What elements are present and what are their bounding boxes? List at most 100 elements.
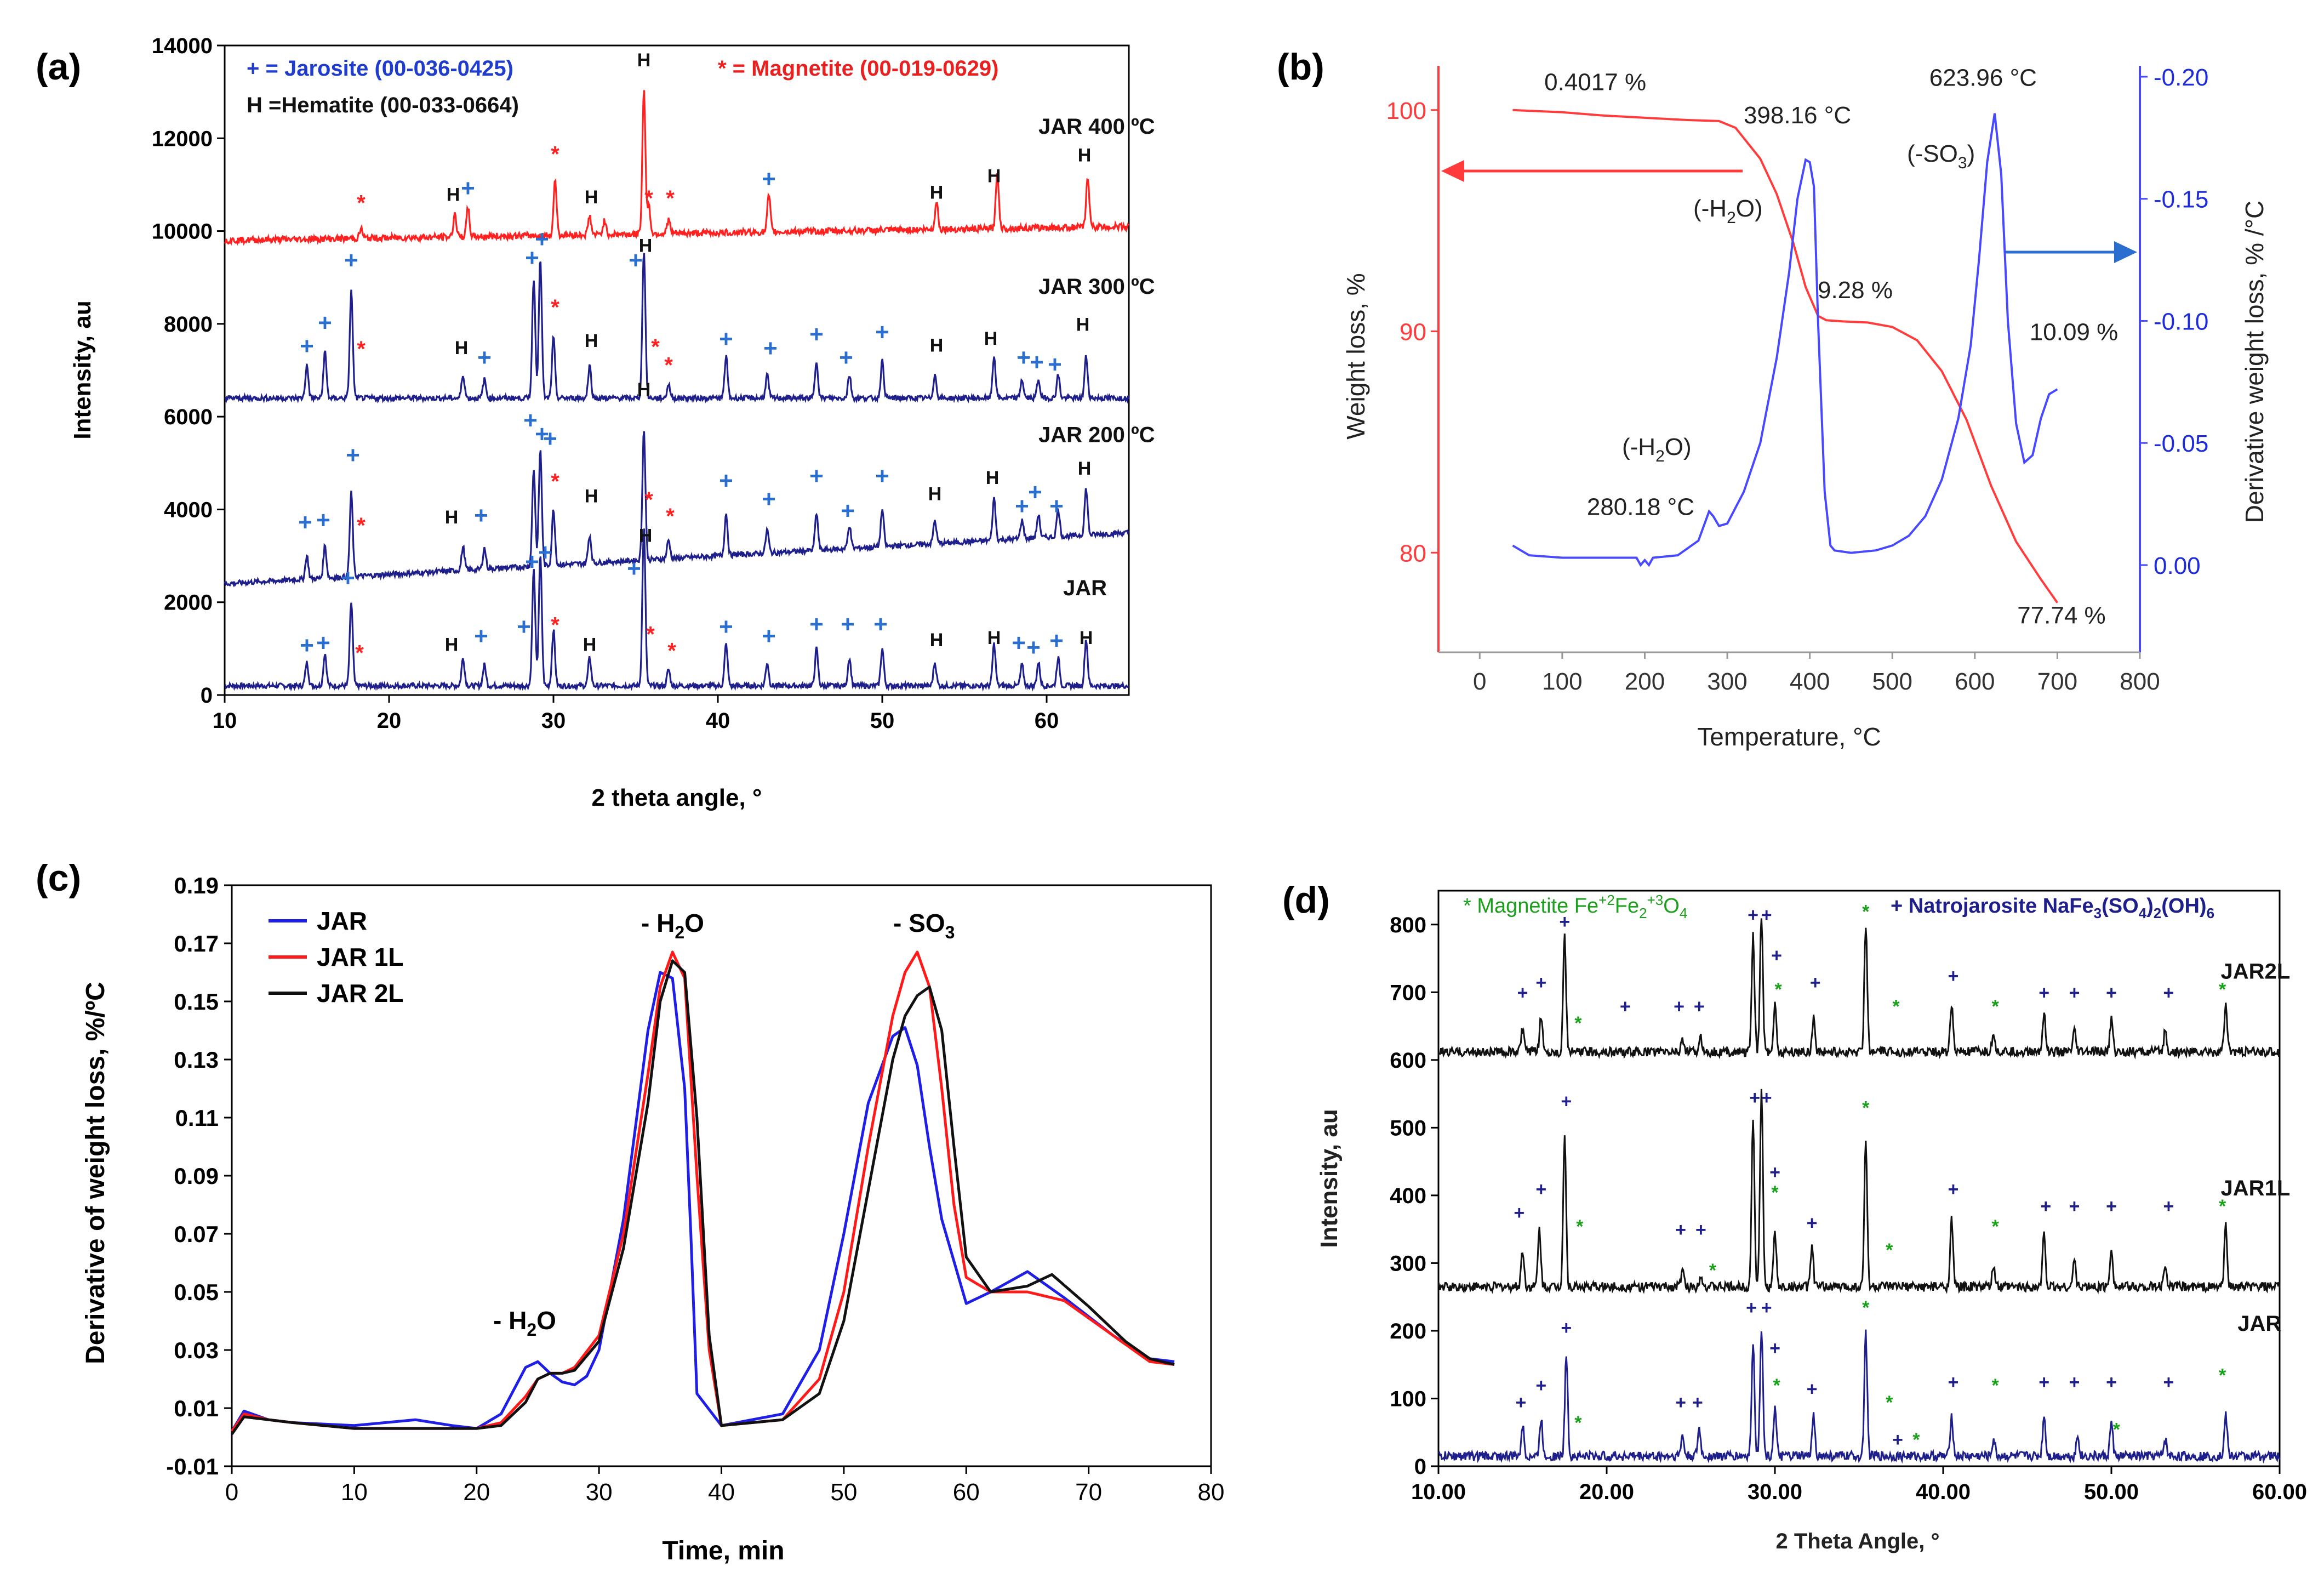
y-tick-label: 0.09 xyxy=(174,1163,219,1189)
panel-b-annotations: 0.4017 % 398.16 °C 623.96 °C 9.28 % 10.09 % 2… xyxy=(1544,64,2118,629)
x-tick-label: 0 xyxy=(1473,668,1486,695)
panel-c-legend: JAR JAR 1L JAR 2L xyxy=(269,907,403,1007)
jarosite-marker: + xyxy=(1017,344,1031,371)
x-tick-label: 50 xyxy=(830,1479,857,1506)
x-tick-label: 70 xyxy=(1075,1479,1102,1506)
series-label: JAR 300 ºC xyxy=(1038,275,1155,299)
y-tick-label: 80 xyxy=(1400,540,1426,567)
natrojarosite-marker: + xyxy=(1620,996,1631,1017)
y-tick-label: 500 xyxy=(1390,1116,1426,1140)
hematite-marker: H xyxy=(585,187,598,208)
jarosite-marker: + xyxy=(316,630,330,657)
panel-a-legend-jarosite: + = Jarosite (00-036-0425) xyxy=(247,56,513,81)
x-tick-label: 600 xyxy=(1955,668,1995,695)
legend-label: JAR xyxy=(317,907,367,935)
panel-b-label: (b) xyxy=(1277,46,1324,88)
annotation: 398.16 °C xyxy=(1744,102,1851,129)
y-tick-label: 90 xyxy=(1400,319,1426,346)
x-tick-label: 500 xyxy=(1872,668,1912,695)
hematite-marker: H xyxy=(639,236,653,257)
magnetite-marker: * xyxy=(644,186,653,210)
natrojarosite-marker: + xyxy=(1559,912,1570,932)
panel-d-label: (d) xyxy=(1282,879,1330,921)
jarosite-marker: + xyxy=(809,611,824,638)
x-tick-label: 40 xyxy=(708,1479,735,1506)
left-axis-arrow xyxy=(1441,160,1743,182)
derivative-line xyxy=(1512,113,2058,567)
y2-tick-label: 0.00 xyxy=(2154,553,2201,579)
x-tick-label: 10.00 xyxy=(1411,1480,1466,1504)
natrojarosite-marker: + xyxy=(1516,1392,1527,1413)
magnetite-marker: * xyxy=(1992,1216,2000,1237)
y-tick-label: 0.07 xyxy=(174,1221,219,1247)
dtg-line-JAR xyxy=(230,971,1175,1432)
dtg-line-JAR 1L xyxy=(230,950,1175,1432)
y-tick-label: 0.15 xyxy=(174,989,219,1015)
hematite-marker: H xyxy=(585,486,598,507)
so3-label: (-SO3) xyxy=(1907,140,1975,172)
magnetite-marker: * xyxy=(1771,1182,1779,1203)
magnetite-marker: * xyxy=(2219,979,2226,1000)
natrojarosite-marker: + xyxy=(2039,1372,2049,1393)
magnetite-marker: * xyxy=(1862,901,1870,922)
magnetite-marker: * xyxy=(644,488,653,512)
magnetite-marker: * xyxy=(357,514,366,538)
magnetite-marker: * xyxy=(2219,1365,2226,1386)
hematite-marker: H xyxy=(445,507,459,528)
hematite-marker: H xyxy=(984,328,998,349)
jarosite-marker: + xyxy=(841,497,855,524)
annotation: 77.74 % xyxy=(2017,602,2105,629)
panel-a-series: JAR 400 ºC JAR 300 ºC JAR 200 ºC JAR xyxy=(224,90,1155,692)
series-label: JAR2L xyxy=(2221,960,2291,984)
magnetite-marker: * xyxy=(1709,1260,1717,1281)
natrojarosite-marker: + xyxy=(1948,1179,1958,1200)
panel-a-plot-frame xyxy=(224,44,1130,696)
magnetite-marker: * xyxy=(1576,1216,1584,1237)
jarosite-marker: + xyxy=(525,548,539,575)
annotation: 0.4017 % xyxy=(1544,69,1646,95)
x-tick-label: 200 xyxy=(1625,668,1665,695)
magnetite-marker: * xyxy=(646,623,655,647)
hematite-marker: H xyxy=(447,185,460,206)
panel-c-plot-frame xyxy=(231,884,1212,1467)
natrojarosite-marker: + xyxy=(1769,1162,1780,1183)
panel-a-legend-hematite: H =Hematite (00-033-0664) xyxy=(247,93,519,117)
natrojarosite-marker: + xyxy=(1746,1297,1757,1318)
jarosite-marker: + xyxy=(543,425,557,452)
jarosite-marker: + xyxy=(763,335,778,362)
natrojarosite-marker: + xyxy=(2106,983,2117,1004)
jarosite-marker: + xyxy=(474,623,488,650)
xrd-line-JAR1L xyxy=(1437,1089,2281,1295)
natrojarosite-marker: + xyxy=(1514,1203,1524,1223)
natrojarosite-marker: + xyxy=(1517,983,1528,1004)
panel-c-xlabel: Time, min xyxy=(662,1536,784,1565)
right-axis-arrow xyxy=(2006,241,2137,263)
panel-c: (c) -0.01 0.01 0.03 0.05 0.07 0.09 0.11 0.13 0.1… xyxy=(36,857,1224,1565)
panel-a-xlabel: 2 theta angle, ° xyxy=(591,784,762,811)
jarosite-marker: + xyxy=(341,565,355,591)
y-tick-label: 6000 xyxy=(164,405,213,429)
x-tick-label: 30.00 xyxy=(1748,1480,1802,1504)
hematite-marker: H xyxy=(987,628,1001,648)
panel-a-label: (a) xyxy=(36,46,81,88)
x-tick-label: 50 xyxy=(870,709,895,733)
peak-label-so3: - SO3 xyxy=(893,909,955,942)
jarosite-marker: + xyxy=(841,611,855,638)
y-tick-label: 0 xyxy=(201,684,213,708)
x-tick-label: 60 xyxy=(953,1479,980,1506)
natrojarosite-marker: + xyxy=(1675,1392,1686,1413)
jarosite-marker: + xyxy=(875,463,889,489)
y-tick-label: 10000 xyxy=(152,220,213,244)
magnetite-marker: * xyxy=(1862,1098,1870,1119)
magnetite-marker: * xyxy=(1892,996,1900,1017)
panel-c-label: (c) xyxy=(36,857,81,899)
jarosite-marker: + xyxy=(535,226,549,253)
magnetite-marker: * xyxy=(355,641,364,665)
natrojarosite-marker: + xyxy=(1561,1318,1572,1339)
magnetite-marker: * xyxy=(1773,1375,1780,1396)
jarosite-marker: + xyxy=(535,421,549,448)
y-tick-label: -0.01 xyxy=(166,1454,219,1479)
magnetite-marker: * xyxy=(1574,1413,1582,1433)
y-tick-label: 300 xyxy=(1390,1251,1426,1275)
jarosite-marker: + xyxy=(1015,493,1029,520)
